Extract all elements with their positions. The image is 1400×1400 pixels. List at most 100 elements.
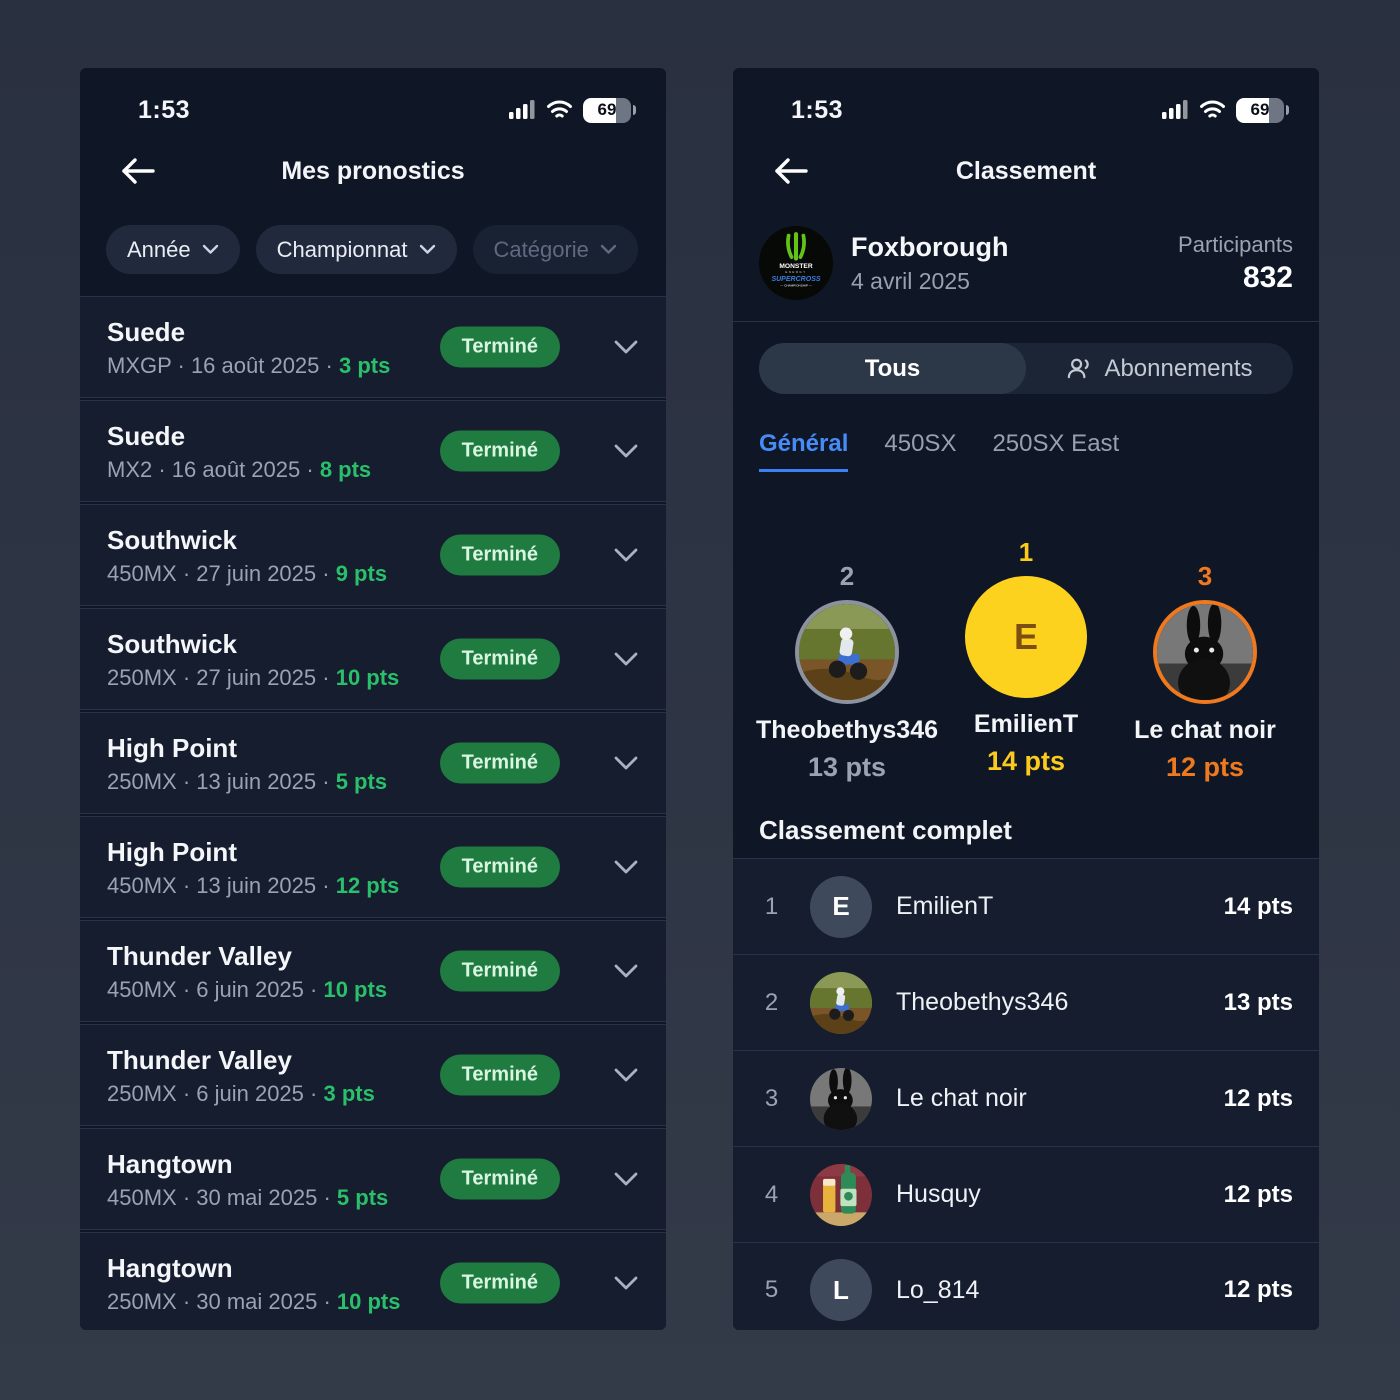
prediction-row[interactable]: Southwick 250MX · 27 juin 2025 · 10 pts … [80,608,666,710]
filter-annee-label: Année [127,236,191,262]
event-points: 10 pts [335,665,400,690]
event-name: Hangtown [107,1253,233,1283]
rank-number: 4 [764,1180,779,1208]
username: Le chat noir [896,1084,1027,1112]
points: 12 pts [1223,1180,1293,1208]
chevron-down-icon[interactable] [614,652,638,666]
event-name: Foxborough [851,231,1009,262]
back-button[interactable] [118,154,158,188]
filter-categorie[interactable]: Catégorie [472,225,638,274]
podium-third[interactable]: 3 Le chat noir 12 pts [1118,536,1292,783]
event-points: 12 pts [335,873,400,898]
avatar: E [810,875,872,938]
event-meta-text: MXGP · 16 août 2025 · [107,353,333,378]
status-badge: Terminé [439,430,560,472]
ranking-row[interactable]: 4 Husquy 12 pts [733,1146,1319,1242]
filter-championnat[interactable]: Championnat [255,225,457,274]
segment-tous-label: Tous [864,354,921,382]
chevron-down-icon[interactable] [614,860,638,874]
event-meta: MX2 · 16 août 2025 · 8 pts [107,457,371,483]
podium-username: EmilienT [973,710,1079,738]
avatar [810,971,872,1034]
filter-championnat-label: Championnat [276,236,408,262]
page-title: Classement [955,156,1097,185]
chevron-down-icon[interactable] [614,548,638,562]
ranking-section-title: Classement complet [759,815,1012,845]
points: 13 pts [1223,988,1293,1016]
segment-tous[interactable]: Tous [759,343,1026,394]
black-rabbit-photo-avatar [810,1067,872,1130]
event-name: High Point [107,837,237,867]
ranking-list: 1 E EmilienT 14 pts 2 Theobe [733,858,1319,1330]
status-badge: Terminé [439,742,560,784]
status-bar: 1:53 69 [733,68,1319,138]
divider [733,321,1319,322]
back-button[interactable] [771,154,811,188]
event-meta-text: MX2 · 16 août 2025 · [107,457,314,482]
status-badge: Terminé [439,534,560,576]
chevron-down-icon[interactable] [614,444,638,458]
event-meta: 450MX · 6 juin 2025 · 10 pts [107,977,387,1003]
prediction-row[interactable]: Suede MX2 · 16 août 2025 · 8 pts Terminé [80,400,666,502]
avatar [810,1067,872,1130]
podium-first[interactable]: 1 E EmilienT 14 pts [939,536,1113,783]
chevron-down-icon[interactable] [614,1276,638,1290]
battery-icon: 69 [1236,97,1289,123]
username: Lo_814 [896,1275,980,1304]
event-meta-text: 450MX · 27 juin 2025 · [107,561,330,586]
prediction-row[interactable]: High Point 450MX · 13 juin 2025 · 12 pts… [80,816,666,918]
ranking-row[interactable]: 3 Le chat noir 12 pts [733,1050,1319,1146]
ranking-row[interactable]: 5 L Lo_814 12 pts [733,1242,1319,1330]
event-points: 9 pts [335,561,388,586]
prediction-row[interactable]: Southwick 450MX · 27 juin 2025 · 9 pts T… [80,504,666,606]
tab-450sx[interactable]: 450SX [884,430,957,457]
event-points: 5 pts [335,769,388,794]
prediction-row[interactable]: Thunder Valley 450MX · 6 juin 2025 · 10 … [80,920,666,1022]
prediction-row[interactable]: Hangtown 250MX · 30 mai 2025 · 10 pts Te… [80,1232,666,1330]
event-name: High Point [107,733,237,763]
event-name: Suede [107,421,186,451]
prediction-row[interactable]: Hangtown 450MX · 30 mai 2025 · 5 pts Ter… [80,1128,666,1230]
prediction-row[interactable]: High Point 250MX · 13 juin 2025 · 5 pts … [80,712,666,814]
tab-250sx-east[interactable]: 250SX East [992,430,1120,457]
event-meta: MXGP · 16 août 2025 · 3 pts [107,353,390,379]
event-points: 5 pts [336,1185,389,1210]
status-badge: Terminé [439,1054,560,1096]
chevron-down-icon[interactable] [614,340,638,354]
event-meta: 450MX · 27 juin 2025 · 9 pts [107,561,387,587]
avatar: L [810,1259,872,1321]
beer-photo-avatar [810,1163,872,1226]
prediction-row[interactable]: Thunder Valley 250MX · 6 juin 2025 · 3 p… [80,1024,666,1126]
ranking-row[interactable]: 1 E EmilienT 14 pts [733,858,1319,954]
segment-abonnements[interactable]: Abonnements [1026,343,1293,394]
chevron-down-icon[interactable] [614,1172,638,1186]
event-points: 10 pts [336,1289,401,1314]
battery-icon: 69 [583,97,636,123]
podium-username: Theobethys346 [756,716,939,744]
podium-username: Le chat noir [1134,716,1276,744]
audience-segmented-control: Tous Abonnements [759,343,1293,394]
rank-number: 1 [764,892,779,920]
filter-bar: Année Championnat Catégorie [106,225,666,274]
chevron-down-icon[interactable] [614,1068,638,1082]
event-date: 4 avril 2025 [851,267,970,294]
predictions-list: Suede MXGP · 16 août 2025 · 3 pts Termin… [80,296,666,1330]
battery-percent: 69 [1250,100,1270,119]
back-arrow-icon [775,158,808,184]
event-meta-text: 450MX · 13 juin 2025 · [107,873,330,898]
black-rabbit-photo-avatar [1157,604,1253,700]
wifi-icon [547,100,572,118]
podium-second[interactable]: 2 Theobethys346 13 pts [756,536,938,783]
prediction-row[interactable]: Suede MXGP · 16 août 2025 · 3 pts Termin… [80,296,666,398]
event-meta: 250MX · 6 juin 2025 · 3 pts [107,1081,375,1107]
avatar-initial: L [833,1274,849,1305]
event-name: Suede [107,317,186,347]
filter-annee[interactable]: Année [106,225,240,274]
ranking-row[interactable]: 2 Theobethys346 13 pts [733,954,1319,1050]
tab-general[interactable]: Général [759,430,849,472]
event-meta-text: 250MX · 27 juin 2025 · [107,665,330,690]
event-meta: 250MX · 27 juin 2025 · 10 pts [107,665,399,691]
chevron-down-icon[interactable] [614,964,638,978]
event-name: Thunder Valley [107,941,292,971]
chevron-down-icon[interactable] [614,756,638,770]
